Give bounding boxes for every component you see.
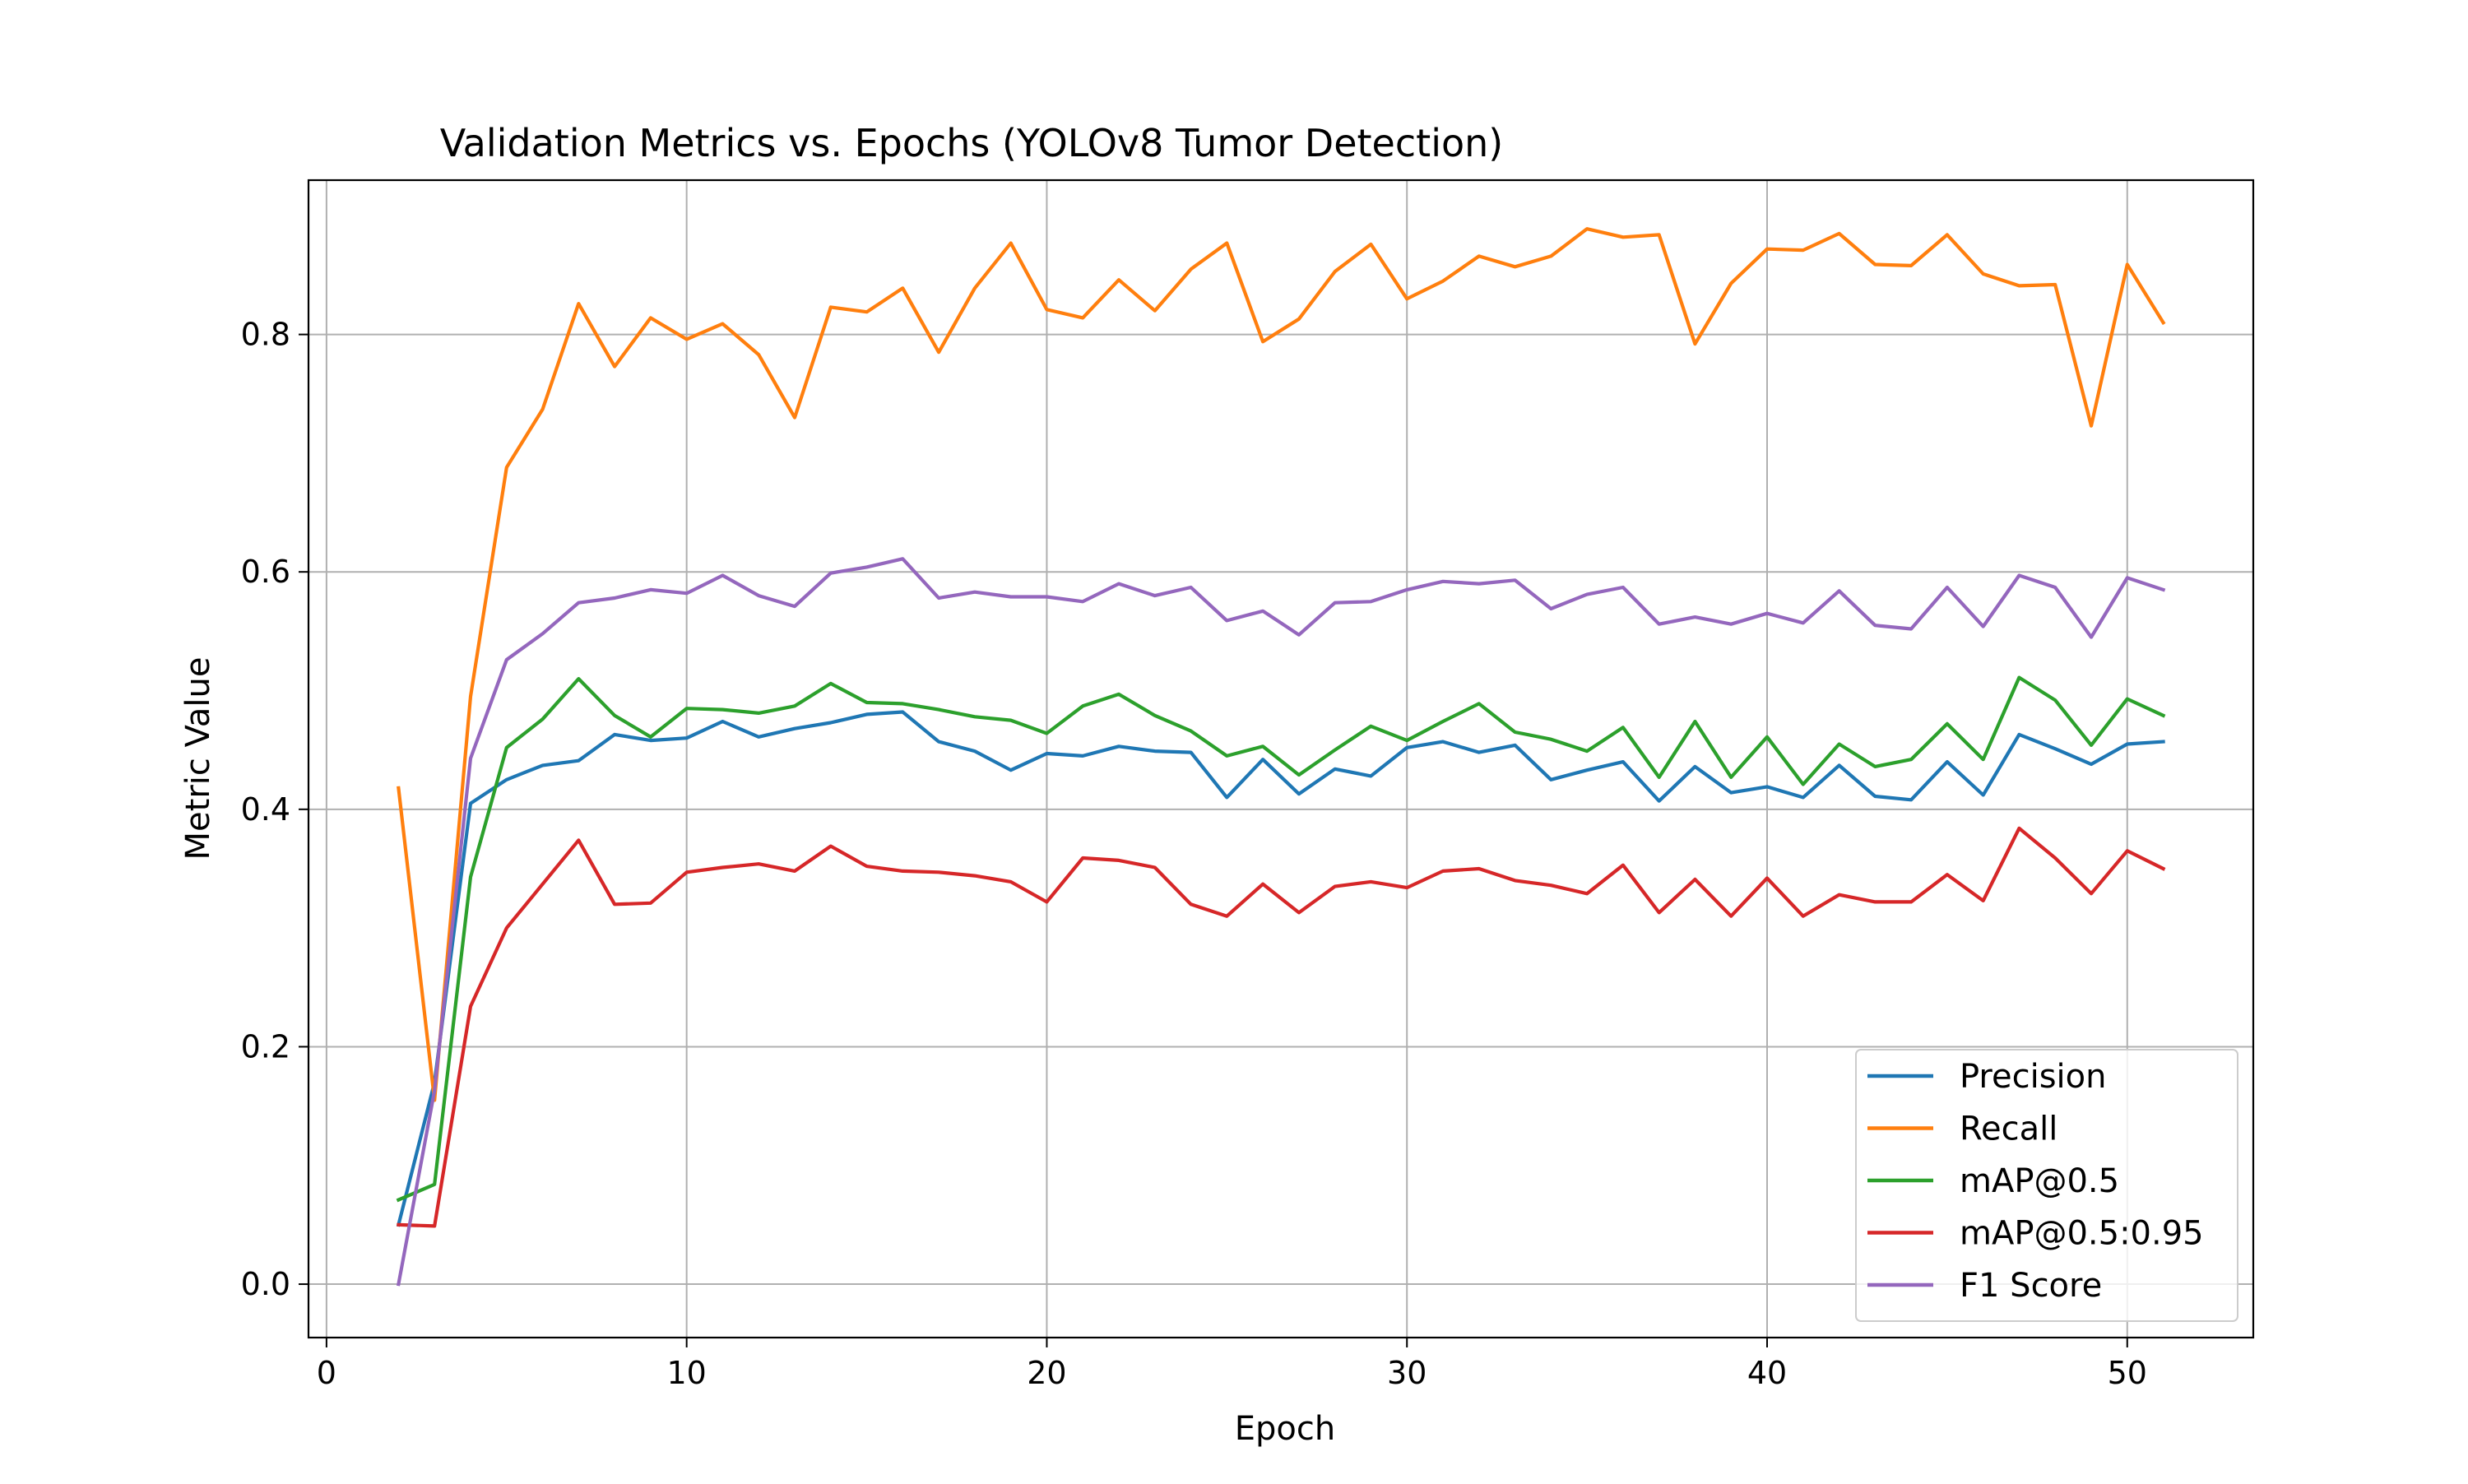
series-line-recall [397, 227, 2166, 1102]
axis-ticks: 0 10 20 30 40 50 0.0 0.2 0.4 0.6 0.8 [241, 317, 2147, 1391]
x-tick-label: 0 [317, 1355, 336, 1391]
legend-label: mAP@0.5 [1960, 1162, 2119, 1200]
y-tick-label: 0.6 [241, 554, 290, 590]
legend-label: mAP@0.5:0.95 [1960, 1215, 2204, 1253]
plot-area-frame [307, 179, 2255, 1339]
y-tick-label: 0.2 [241, 1028, 290, 1064]
legend: Precision Recall mAP@0.5 mAP@0.5:0.95 F1 Sco… [1855, 1049, 2238, 1322]
y-axis-label: Metric Value [179, 657, 217, 860]
x-tick-label: 30 [1387, 1355, 1427, 1391]
legend-items: Precision Recall mAP@0.5 mAP@0.5:0.95 F1 Sco… [1867, 1058, 2204, 1305]
x-tick-label: 20 [1027, 1355, 1066, 1391]
legend-label: Recall [1960, 1111, 2057, 1148]
x-tick-label: 10 [666, 1355, 706, 1391]
x-axis-label: Epoch [1235, 1410, 1335, 1448]
series-line-precision [396, 710, 2165, 1227]
series-lines [396, 227, 2166, 1287]
legend-label: F1 Score [1960, 1267, 2102, 1305]
legend-box [1855, 1049, 2238, 1322]
series-line-f1-score [396, 557, 2166, 1287]
series-line-map-0-5-0-95 [397, 826, 2166, 1228]
x-tick-label: 40 [1747, 1355, 1787, 1391]
x-tick-label: 50 [2108, 1355, 2147, 1391]
series-line-map-0-5 [396, 675, 2166, 1203]
y-tick-label: 0.8 [241, 317, 290, 353]
chart-title: Validation Metrics vs. Epochs (YOLOv8 Tu… [440, 121, 1503, 165]
legend-label: Precision [1960, 1058, 2106, 1096]
y-tick-label: 0.0 [241, 1266, 290, 1302]
y-tick-label: 0.4 [241, 791, 290, 828]
